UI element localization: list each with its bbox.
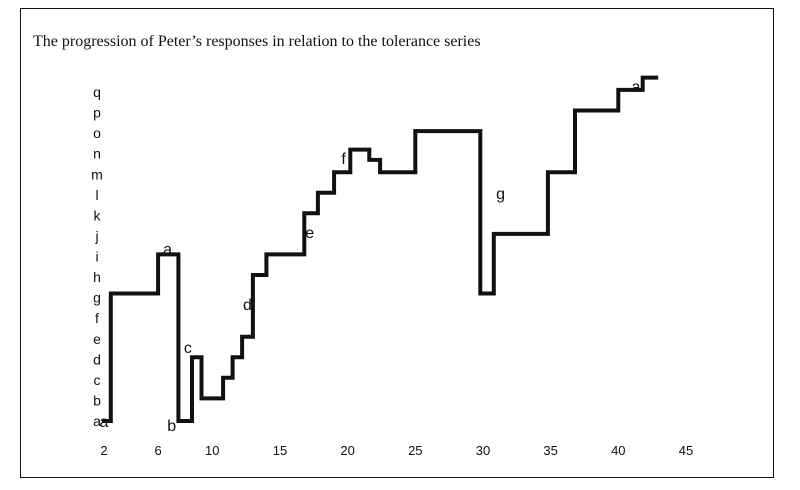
y-tick-label: o [93, 125, 101, 141]
chart-title: The progression of Peter’s responses in … [33, 33, 481, 50]
y-tick-label: q [93, 84, 101, 100]
chart-frame [20, 8, 774, 478]
annotation-label: f [341, 151, 346, 168]
annotation-layer: a a b c d e f g a [100, 79, 641, 435]
x-tick-label: 2 [100, 443, 107, 458]
annotation-label: a [100, 414, 109, 431]
x-tick-label: 40 [611, 443, 625, 458]
annotation-label: a [163, 241, 172, 258]
series-layer [102, 75, 659, 423]
x-tick-label: 20 [340, 443, 354, 458]
y-tick-label: d [93, 351, 101, 367]
x-tick-label: 25 [408, 443, 422, 458]
y-tick-label: a [93, 413, 101, 429]
x-axis-ticks: 2 6 10 15 20 25 30 35 40 45 [100, 443, 693, 458]
y-tick-label: l [95, 187, 98, 203]
y-tick-label: m [91, 166, 103, 182]
y-tick-label: g [93, 290, 101, 306]
y-tick-label: k [94, 207, 102, 223]
annotation-label: a [631, 79, 640, 96]
x-tick-label: 35 [543, 443, 557, 458]
annotation-label: c [184, 340, 192, 357]
x-tick-label: 10 [205, 443, 219, 458]
series-line [102, 75, 659, 423]
y-tick-label: n [93, 146, 101, 162]
x-tick-label: 45 [679, 443, 693, 458]
y-tick-label: e [93, 331, 101, 347]
y-tick-label: j [94, 228, 98, 244]
x-tick-label: 15 [273, 443, 287, 458]
y-tick-label: h [93, 269, 101, 285]
y-tick-label: i [95, 249, 98, 265]
annotation-label: b [167, 418, 176, 435]
annotation-label: d [243, 297, 252, 314]
annotation-label: e [305, 225, 314, 242]
x-tick-label: 6 [155, 443, 162, 458]
y-tick-label: c [94, 372, 101, 388]
y-tick-label: f [95, 310, 99, 326]
x-tick-label: 30 [476, 443, 490, 458]
y-tick-label: p [93, 105, 101, 121]
annotation-label: g [496, 186, 505, 203]
y-tick-label: b [93, 392, 101, 408]
